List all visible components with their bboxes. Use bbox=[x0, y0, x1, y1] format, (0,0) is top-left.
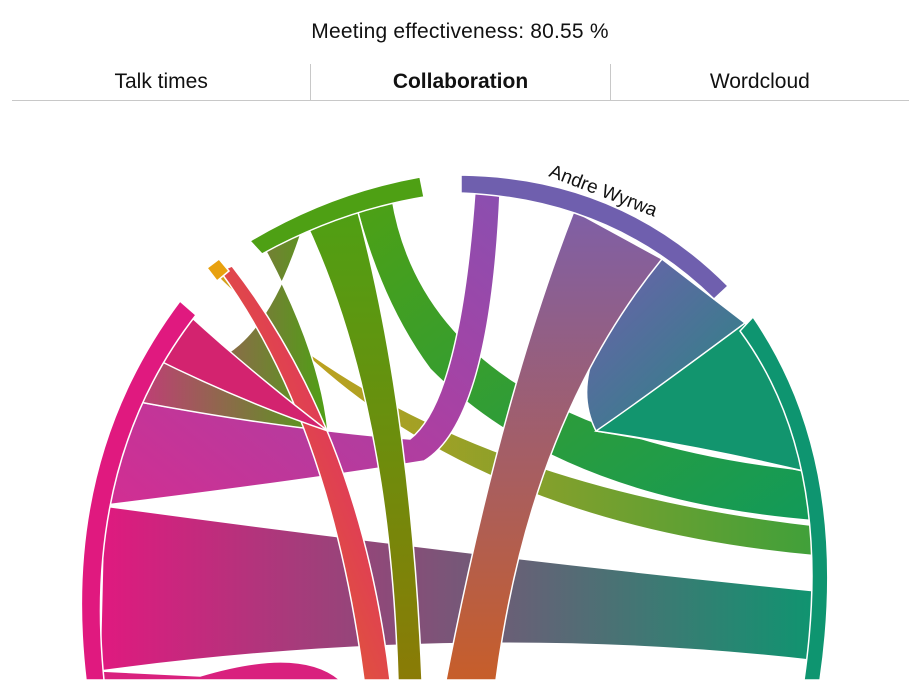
tab-collaboration[interactable]: Collaboration bbox=[310, 64, 609, 100]
meeting-effectiveness: Meeting effectiveness: 80.55 % bbox=[311, 20, 609, 43]
ribbon-orange-down bbox=[218, 265, 391, 680]
ribbon-green-magenta bbox=[132, 219, 329, 432]
tab-wordcloud[interactable]: Wordcloud bbox=[609, 64, 909, 100]
view-tabs: Talk times Collaboration Wordcloud bbox=[12, 64, 909, 101]
ribbon-purple-orange bbox=[445, 209, 664, 680]
chord-arcs bbox=[80, 174, 829, 680]
arc-orange bbox=[205, 257, 231, 283]
collaboration-chord-diagram: Andre Wyrwa bbox=[80, 161, 829, 680]
tab-talk-times[interactable]: Talk times bbox=[114, 70, 208, 93]
arc-magenta bbox=[80, 299, 198, 680]
chord-ribbons bbox=[98, 190, 819, 680]
arc-purple bbox=[460, 174, 730, 301]
ribbon-magenta-inner bbox=[148, 314, 329, 432]
ribbon-green-teal bbox=[354, 197, 819, 522]
arc-teal bbox=[739, 315, 829, 680]
arc-green bbox=[248, 176, 425, 255]
